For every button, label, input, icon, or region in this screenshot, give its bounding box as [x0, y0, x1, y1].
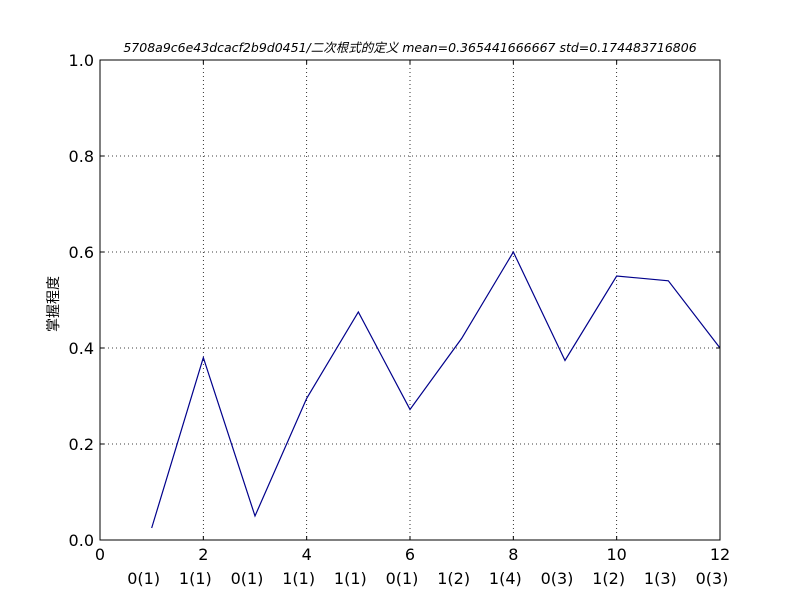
x-tick-label: 8 — [508, 545, 518, 564]
x-tick-label: 6 — [405, 545, 415, 564]
category-label: 1(2) — [437, 569, 470, 588]
x-tick-label: 2 — [198, 545, 208, 564]
x-tick-label: 12 — [710, 545, 730, 564]
x-tick-label: 0 — [95, 545, 105, 564]
category-label: 0(1) — [386, 569, 419, 588]
category-label: 1(3) — [644, 569, 677, 588]
y-tick-label: 1.0 — [69, 51, 94, 70]
category-labels: 0(1) 1(1) 0(1) 1(1) 1(1) 0(1) 1(2) 1(4) 0(3) 1(2)… — [127, 569, 728, 588]
category-label: 0(3) — [541, 569, 574, 588]
axis-ticks: 0 2 4 6 8 10 12 0.0 0.2 0.4 0.6 0.8 1.0 — [69, 51, 731, 564]
y-tick-label: 0.8 — [69, 147, 94, 166]
x-tick-label: 10 — [606, 545, 626, 564]
category-label: 0(1) — [127, 569, 160, 588]
y-tick-label: 0.4 — [69, 339, 94, 358]
series-group — [151, 250, 721, 529]
chart-title: 5708a9c6e43dcacf2b9d0451/二次根式的定义 mean=0.… — [123, 40, 696, 55]
y-axis-label: 掌握程度 — [46, 276, 62, 332]
category-label: 1(1) — [179, 569, 212, 588]
category-label: 1(2) — [592, 569, 625, 588]
category-label: 1(1) — [282, 569, 315, 588]
y-tick-label: 0.2 — [69, 435, 94, 454]
y-tick-label: 0.6 — [69, 243, 94, 262]
x-tick-label: 4 — [302, 545, 312, 564]
y-tick-label: 0.0 — [69, 531, 94, 550]
category-label: 1(1) — [334, 569, 367, 588]
category-label: 1(4) — [489, 569, 522, 588]
category-label: 0(3) — [696, 569, 729, 588]
category-label: 0(1) — [231, 569, 264, 588]
grid-lines — [100, 60, 720, 540]
series-line — [151, 250, 721, 529]
